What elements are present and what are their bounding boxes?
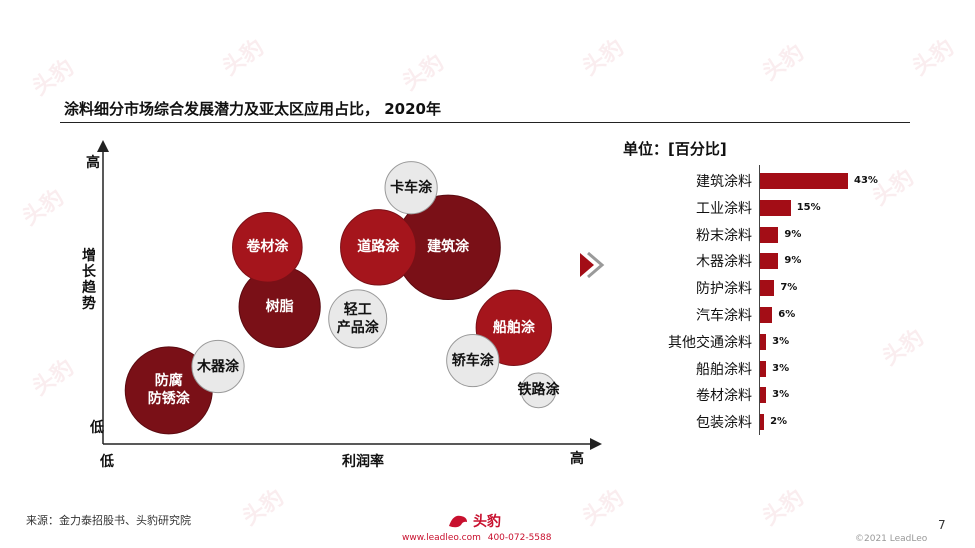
bubble-label-line1: 卡车涂 [390, 179, 433, 196]
bar-category-label: 建筑涂料 [696, 174, 752, 190]
bar-value-label: 9% [784, 255, 802, 267]
bar-category-label: 木器涂料 [696, 254, 752, 271]
bar [760, 173, 848, 189]
bubble-label-line1: 卷材涂 [246, 239, 289, 256]
bubble-label-line1: 铁路涂 [517, 382, 560, 399]
bar-category-label: 粉末涂料 [696, 227, 752, 244]
bar-value-label: 3% [772, 389, 790, 401]
chevron-right-icon [580, 251, 605, 279]
bubble-8 [520, 372, 557, 409]
bubble-label: 轻工 产品涂 [337, 301, 379, 337]
bubble-label: 轿车涂 [452, 352, 494, 370]
bar-value-label: 15% [796, 201, 821, 213]
bar-category-label: 其他交通涂料 [668, 334, 752, 351]
bubble-label: 卷材涂 [246, 238, 288, 256]
bar [760, 253, 779, 270]
bubble-1 [232, 212, 303, 283]
bubble-label-line2: 产品涂 [336, 319, 379, 336]
bubble-label-line1: 树脂 [265, 298, 294, 315]
bubble-label-line1: 木器涂 [197, 358, 240, 375]
bar-value-label: 2% [770, 416, 788, 428]
bubble-label-line1: 建筑涂 [427, 239, 470, 256]
bar [760, 333, 767, 350]
bubble-7 [446, 333, 500, 388]
bubble-9 [191, 339, 245, 394]
bar-category-label: 包装涂料 [696, 415, 752, 432]
x-axis-title: 利润率 [342, 454, 384, 470]
bar [760, 280, 775, 297]
bubble-label: 船舶涂 [493, 319, 535, 337]
bar-category-label: 工业涂料 [696, 200, 752, 217]
leadleo-logo: 头豹 [447, 511, 501, 531]
contact-info: www.leadleo.com 400-072-5588 [402, 533, 552, 543]
y-axis-title: 增长趋势 [82, 248, 96, 312]
bar-category-label: 防护涂料 [696, 281, 752, 298]
website-link[interactable]: www.leadleo.com [402, 533, 481, 543]
phone-number: 400-072-5588 [487, 533, 552, 543]
x-high-label: 高 [570, 451, 584, 467]
bar-category-label: 汽车涂料 [696, 308, 752, 324]
bubble-label: 树脂 [266, 298, 294, 316]
bubble-label: 防腐 防锈涂 [148, 372, 190, 408]
source-note: 来源：金力泰招股书、头豹研究院 [26, 514, 191, 527]
page-number: 7 [938, 518, 946, 532]
bubble-label: 卡车涂 [390, 179, 432, 197]
bubble-label-line1: 防腐 [154, 373, 183, 390]
bubble-2 [340, 209, 417, 286]
bar-axis [759, 165, 760, 435]
bubble-label: 木器涂 [197, 358, 239, 376]
bar-value-label: 43% [854, 175, 878, 186]
bubble-label: 铁路涂 [517, 381, 559, 399]
bar-category-label: 卷材涂料 [696, 388, 752, 405]
bar [760, 226, 779, 243]
page-title: 涂料细分市场综合发展潜力及亚太区应用占比， 2020年 [64, 100, 441, 118]
bubble-label-line2: 防锈涂 [147, 391, 190, 408]
bubble-label-line1: 轿车涂 [451, 352, 494, 369]
bar [760, 199, 791, 216]
bubble-label-line1: 道路涂 [357, 239, 400, 256]
logo-text: 头豹 [473, 514, 501, 530]
bar-value-label: 7% [780, 282, 798, 294]
bar-category-label: 船舶涂料 [696, 361, 752, 378]
bubble-label-line1: 轻工 [343, 301, 372, 318]
y-high-label: 高 [86, 155, 100, 171]
y-low-label: 低 [90, 420, 104, 436]
bubble-label-line1: 船舶涂 [492, 319, 535, 336]
bar-value-label: 3% [772, 335, 790, 347]
x-low-label: 低 [100, 454, 114, 470]
leopard-icon [449, 515, 467, 528]
bubble-label: 建筑涂 [427, 238, 469, 256]
bar [760, 414, 765, 431]
title-divider [60, 122, 910, 123]
copyright: ©2021 LeadLeo [855, 534, 928, 544]
bar-value-label: 6% [778, 309, 796, 320]
bar [760, 360, 767, 377]
bar [760, 307, 773, 323]
bar-value-label: 3% [772, 362, 790, 374]
bar [760, 387, 767, 404]
bubble-5 [328, 289, 388, 349]
bubble-0 [384, 161, 438, 215]
unit-label: 单位：[百分比] [623, 140, 727, 158]
bar-value-label: 9% [784, 228, 802, 240]
bubble-label: 道路涂 [357, 238, 399, 256]
